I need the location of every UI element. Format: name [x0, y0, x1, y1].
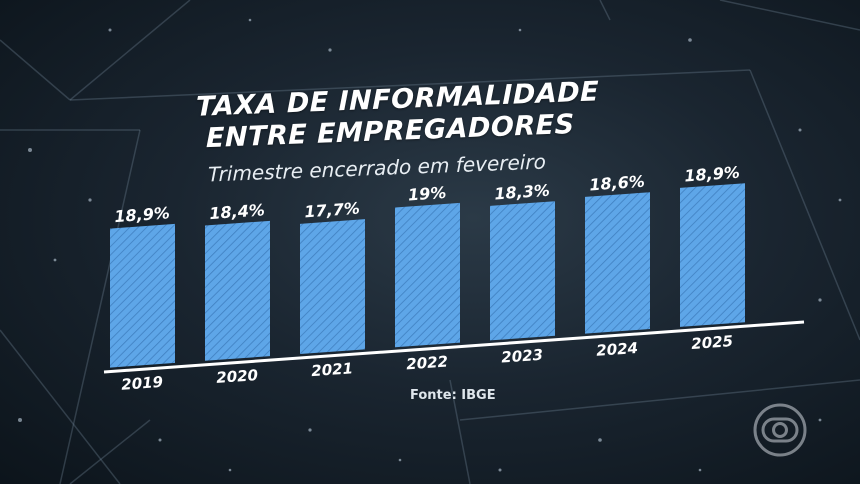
- source-note: Fonte: IBGE: [410, 388, 496, 403]
- category-label-2025: 2025: [691, 332, 734, 353]
- category-label-2020: 2020: [216, 366, 259, 387]
- value-label-2021: 17,7%: [304, 199, 361, 222]
- value-label-2020: 18,4%: [209, 200, 266, 223]
- value-label-2022: 19%: [407, 183, 447, 205]
- globo-logo-icon: [753, 403, 807, 457]
- category-label-2024: 2024: [596, 339, 639, 360]
- bar-2023: [490, 201, 555, 341]
- bar-2021: [300, 219, 365, 354]
- value-label-2025: 18,9%: [684, 163, 741, 186]
- category-label-2019: 2019: [121, 373, 164, 394]
- value-label-2023: 18,3%: [494, 181, 551, 204]
- bar-2024: [585, 192, 650, 334]
- bar-2022: [395, 202, 460, 348]
- category-label-2023: 2023: [501, 346, 544, 367]
- value-label-2019: 18,9%: [114, 203, 171, 226]
- bar-2019: [110, 223, 175, 368]
- category-label-2022: 2022: [406, 352, 449, 373]
- bar-2025: [680, 183, 745, 327]
- bars-group: 18,9% 2019 18,4% 2020 17,7% 2021 19% 2022 18,3% 2…: [110, 163, 745, 394]
- value-label-2024: 18,6%: [589, 172, 646, 195]
- chart-baseline: [103, 320, 805, 374]
- category-label-2021: 2021: [311, 359, 354, 380]
- bar-2020: [205, 220, 270, 361]
